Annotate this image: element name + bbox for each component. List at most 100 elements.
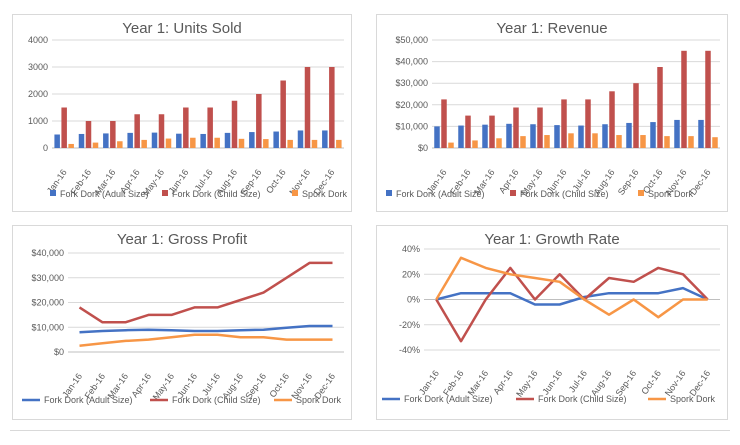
- y-tick-label: 2000: [28, 89, 48, 99]
- bar: [698, 119, 704, 148]
- y-tick-label: 40%: [402, 244, 420, 254]
- y-tick-label: $0: [418, 143, 428, 153]
- bar: [207, 107, 213, 148]
- bar: [54, 134, 60, 148]
- bar: [92, 142, 99, 148]
- y-tick-label: $10,000: [395, 121, 428, 131]
- legend-swatch: [292, 190, 298, 196]
- bar: [602, 124, 608, 148]
- legend-label: Fork Dork (Child Size): [520, 189, 609, 199]
- bar: [176, 133, 182, 148]
- bar: [465, 115, 471, 148]
- units-sold-svg: Year 1: Units Sold01000200030004000Jan-1…: [12, 14, 352, 212]
- bar: [238, 138, 245, 148]
- bar: [68, 143, 74, 148]
- bar: [110, 121, 116, 148]
- y-tick-label: $30,000: [31, 273, 64, 283]
- series-line: [435, 266, 709, 343]
- revenue-chart: Year 1: Revenue $0 $10,000 $20,000 $30,000 $4…: [376, 14, 728, 212]
- bar: [78, 133, 85, 148]
- y-tick-label: $40,000: [31, 248, 64, 258]
- legend-swatch: [386, 190, 392, 196]
- y-tick-label: $30,000: [395, 78, 428, 88]
- bar: [158, 114, 165, 148]
- bar: [263, 139, 269, 148]
- bar: [61, 107, 67, 148]
- bar: [520, 136, 526, 148]
- bar: [322, 130, 328, 148]
- chart-border: [376, 225, 728, 420]
- chart-border: [376, 14, 728, 212]
- bar: [224, 132, 231, 148]
- y-tick-label: -40%: [399, 345, 420, 355]
- bar: [458, 125, 464, 148]
- bar: [592, 133, 598, 148]
- bar: [578, 125, 584, 148]
- y-tick-label: $0: [54, 347, 64, 357]
- bar: [513, 107, 519, 148]
- bar: [681, 50, 687, 148]
- chart-title: Year 1: Units Sold: [122, 20, 242, 37]
- bar: [496, 138, 502, 148]
- y-tick-label: $40,000: [395, 57, 428, 67]
- y-tick-label: $20,000: [395, 100, 428, 110]
- bar: [664, 136, 670, 148]
- bar: [256, 94, 262, 148]
- bar: [688, 136, 694, 148]
- gross-profit-chart: Year 1: Gross Profit $0 $10,000 $20,000 $30,…: [12, 225, 352, 420]
- bar: [280, 80, 286, 148]
- bar: [609, 91, 615, 148]
- bar: [190, 137, 196, 148]
- bar: [530, 124, 536, 148]
- bar: [537, 107, 543, 148]
- legend-label: Spork Dork: [670, 394, 716, 404]
- bar: [472, 140, 478, 148]
- growth-rate-chart: Year 1: Growth Rate -40% -20% 0% 20% 40% Jan-1…: [376, 225, 728, 420]
- y-tick-label: 1000: [28, 116, 48, 126]
- chart-border: [12, 225, 352, 420]
- bar: [640, 135, 646, 148]
- legend-label: Fork Dork (Adult Size): [404, 394, 493, 404]
- y-tick-label: 0: [43, 143, 48, 153]
- y-tick-label: 4000: [28, 35, 48, 45]
- bar: [200, 133, 206, 148]
- chart-title: Year 1: Gross Profit: [117, 231, 248, 248]
- legend-swatch: [638, 190, 644, 196]
- chart-border: [12, 14, 352, 212]
- series-line: [435, 256, 708, 319]
- bar: [616, 135, 622, 148]
- bar: [336, 139, 342, 148]
- y-tick-label: 20%: [402, 269, 420, 279]
- bar: [544, 135, 550, 148]
- bar: [506, 123, 512, 148]
- legend-label: Spork Dork: [648, 189, 694, 199]
- y-tick-label: $10,000: [31, 322, 64, 332]
- legend-swatch: [50, 190, 56, 196]
- bar: [117, 141, 123, 148]
- bar: [448, 142, 454, 148]
- bar: [705, 50, 711, 148]
- chart-title: Year 1: Revenue: [496, 20, 607, 37]
- legend-label: Fork Dork (Adult Size): [44, 395, 133, 405]
- legend-label: Fork Dork (Adult Size): [396, 189, 485, 199]
- bar: [434, 126, 440, 148]
- bottom-divider: [10, 430, 730, 431]
- gross-profit-svg: Year 1: Gross Profit $0 $10,000 $20,000 $30,…: [12, 225, 352, 420]
- series-line: [79, 324, 333, 334]
- bar: [657, 67, 663, 148]
- bar: [165, 138, 172, 148]
- bar: [633, 83, 639, 148]
- y-tick-label: $20,000: [31, 298, 64, 308]
- y-tick-label: 0%: [407, 295, 420, 305]
- bar: [561, 99, 567, 148]
- bar: [674, 119, 680, 148]
- bar: [273, 131, 279, 148]
- bar: [103, 133, 109, 148]
- series-line: [435, 286, 709, 306]
- bar: [329, 67, 335, 148]
- legend-swatch: [510, 190, 516, 196]
- bar: [568, 133, 574, 148]
- bar: [585, 99, 591, 148]
- y-tick-label: 3000: [28, 62, 48, 72]
- legend-label: Fork Dork (Child Size): [538, 394, 627, 404]
